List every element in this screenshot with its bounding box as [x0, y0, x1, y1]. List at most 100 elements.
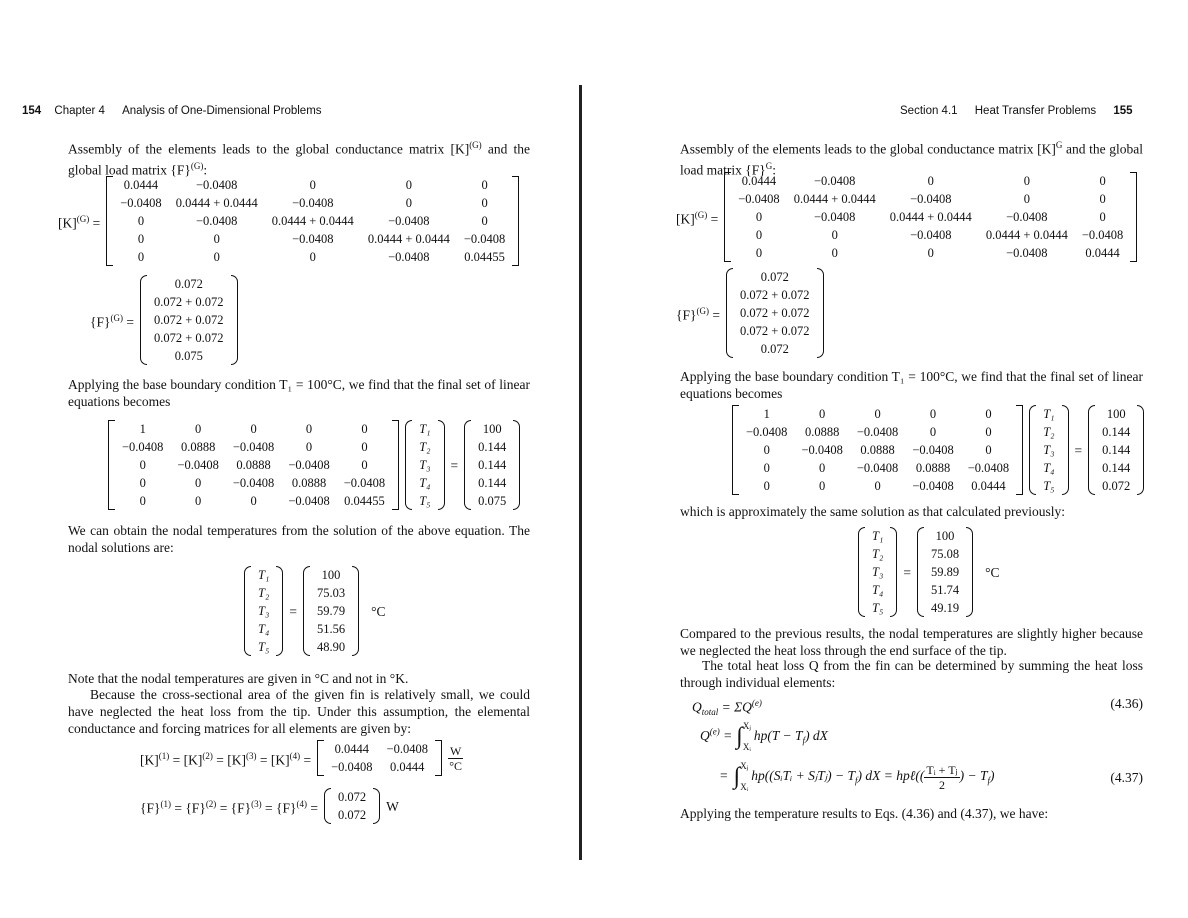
- matrix-entry: 0.0444: [741, 174, 777, 188]
- matrix-entry: −0.0408: [856, 461, 899, 475]
- matrix-entry: −0.0408: [292, 196, 334, 210]
- paragraph-text: Assembly of the elements leads to the gl…: [680, 141, 1056, 157]
- matrix-row: 0 0 0 −0.0408 0.04455: [113, 248, 512, 266]
- equation-text: = ΣQ: [718, 699, 752, 715]
- paragraph-text: Applying the base boundary condition T₁ …: [68, 377, 530, 409]
- matrix-entry: 0.072: [1102, 479, 1131, 493]
- integrand: hp((SᵢTᵢ + SⱼTⱼ) − Tf) dX = hpℓ((: [751, 768, 925, 786]
- chapter-title: Analysis of One-Dimensional Problems: [122, 105, 322, 117]
- matrix-entry: 0: [305, 422, 313, 436]
- matrix-entry: 0: [819, 479, 826, 493]
- equation-block: {F}(1) = {F}(2) = {F}(3) = {F}(4) = 0.072…: [140, 788, 399, 824]
- matrix-entry: 0: [755, 210, 763, 224]
- matrix-row: 0.144: [471, 474, 513, 492]
- bracket-left: [302, 566, 310, 656]
- tail-text: ) − T: [959, 768, 988, 784]
- integrand-text: hp(T − T: [753, 728, 803, 744]
- equation: {F}(G) = 0.072 0.072 + 0.072 0.072 + 0.072 0…: [90, 275, 238, 365]
- matrix-entry: 0: [929, 425, 937, 439]
- fraction: Tᵢ + Tⱼ 2: [924, 763, 960, 792]
- matrix-row: 0.0444 −0.0408 0 0 0: [731, 172, 1130, 190]
- matrix-row: 0 −0.0408 0.0444 + 0.0444 −0.0408 0: [731, 208, 1130, 226]
- lhs-text: Q: [700, 728, 710, 744]
- matrix-entry: 0: [361, 440, 368, 454]
- matrix-entry: −0.0408: [912, 479, 954, 493]
- matrix: 100 0.144 0.144 0.144 0.072: [1088, 405, 1145, 495]
- matrix-entry: 51.56: [316, 622, 346, 636]
- matrix-row: 0.072: [147, 275, 231, 293]
- matrix-entry: −0.0408: [388, 250, 430, 264]
- label-text: =: [89, 215, 101, 231]
- matrix-row: 0 −0.0408 0.0888 −0.0408 0: [739, 441, 1016, 459]
- paragraph: Assembly of the elements leads to the gl…: [68, 137, 530, 178]
- matrix-entry: 0: [831, 246, 838, 260]
- linear-system: 1 0 0 0 0 −0.0408 0.0888 −0.0408 0 0 0 −0.0408 0.088…: [108, 420, 521, 510]
- matrix-entry: 0: [1023, 192, 1030, 206]
- matrix-entry: T₄: [872, 583, 884, 597]
- paragraph: which is approximately the same solution…: [680, 503, 1143, 520]
- paragraph-text: and the global load matrix {F}: [68, 141, 530, 178]
- matrix-table: 0.072 0.072 + 0.072 0.072 + 0.072 0.072 + 0…: [733, 268, 817, 358]
- paragraph-text: Note that the nodal temperatures are giv…: [68, 671, 409, 686]
- matrix-entry: 59.79: [316, 604, 346, 618]
- equation: {F}(1) = {F}(2) = {F}(3) = {F}(4) = 0.072…: [140, 788, 399, 824]
- bracket-left: [108, 420, 115, 510]
- matrix-table: T₁ T₂ T₃ T₄ T₅: [412, 420, 437, 510]
- matrix-entry: 0.0888: [915, 461, 951, 475]
- label-text: = [K]: [169, 752, 203, 768]
- superscript: (2): [202, 750, 213, 761]
- equation: [K](1) = [K](2) = [K](3) = [K](4) = 0.044…: [140, 740, 464, 776]
- matrix-entry: 0: [139, 458, 146, 472]
- matrix-entry: 0: [213, 232, 220, 246]
- matrix-entry: 0.0444 + 0.0444: [271, 214, 354, 228]
- matrix-row: 0.072 + 0.072: [147, 329, 231, 347]
- bracket-right: [392, 420, 400, 510]
- matrix-entry: −0.0408: [738, 192, 780, 206]
- upper-limit: Xⱼ: [742, 721, 751, 731]
- matrix-entry: 0.072 + 0.072: [739, 288, 810, 302]
- matrix-entry: 0.0444: [123, 178, 159, 192]
- right-header: Section 4.1 Heat Transfer Problems 155: [900, 103, 1160, 120]
- page-number: 154: [22, 105, 42, 117]
- matrix: T₁ T₂ T₃ T₄ T₅: [858, 527, 898, 617]
- matrix-entry: T₅: [419, 494, 431, 508]
- matrix-row: 0.072: [733, 268, 817, 286]
- chapter: Chapter 4: [54, 105, 105, 117]
- integrand-text: ) dX = hpℓ((: [857, 768, 925, 784]
- matrix-entry: 75.08: [930, 547, 960, 561]
- upper-limit: Xⱼ: [740, 761, 749, 771]
- matrix-row: 0.072 + 0.072: [733, 322, 817, 340]
- matrix-entry: 59.89: [930, 565, 960, 579]
- denominator: 2: [939, 777, 946, 792]
- matrix-entry: T₂: [419, 440, 431, 454]
- matrix-row: 59.79: [310, 602, 352, 620]
- equation-label: {F}(G) =: [676, 303, 720, 324]
- paragraph-text: Applying the temperature results to Eqs.…: [680, 806, 1049, 821]
- linear-system: 1 0 0 0 0 −0.0408 0.0888 −0.0408 0 0 0 −0.0408 0.088…: [732, 405, 1145, 495]
- integrand-text: ) dX: [805, 728, 828, 744]
- superscript: (G): [696, 305, 709, 316]
- matrix-entry: 100: [482, 422, 502, 436]
- matrix-row: 75.03: [310, 584, 352, 602]
- matrix: 0.072 0.072 + 0.072 0.072 + 0.072 0.072 + 0…: [725, 268, 824, 358]
- matrix-entry: 0: [1099, 174, 1106, 188]
- matrix-table: 100 0.144 0.144 0.144 0.072: [1095, 405, 1137, 495]
- matrix-entry: T₁: [872, 529, 884, 543]
- equation-number: (4.37): [1110, 769, 1143, 785]
- matrix-row: 0 0 −0.0408 0.0444 + 0.0444 −0.0408: [731, 226, 1130, 244]
- matrix-entry: 0: [929, 407, 937, 421]
- matrix-row: T₁: [1036, 405, 1061, 423]
- matrix-row: T₄: [865, 581, 890, 599]
- matrix-entry: 0: [819, 461, 826, 475]
- matrix-entry: −0.0408: [288, 494, 330, 508]
- bracket-left: [405, 420, 413, 510]
- equation: [K](G) = 0.0444 −0.0408 0 0 0 −0.0408 0.0444 + …: [676, 172, 1138, 262]
- matrix-row: T₂: [865, 545, 890, 563]
- matrix-table: 1 0 0 0 0 −0.0408 0.0888 −0.0408 0 0 0 −0.0408 0.088…: [115, 420, 392, 510]
- matrix-entry: 0: [927, 174, 934, 188]
- matrix-entry: 100: [935, 529, 955, 543]
- matrix-entry: −0.0408: [343, 476, 386, 490]
- matrix-row: 1 0 0 0 0: [115, 420, 392, 438]
- unit: °C: [985, 564, 1000, 580]
